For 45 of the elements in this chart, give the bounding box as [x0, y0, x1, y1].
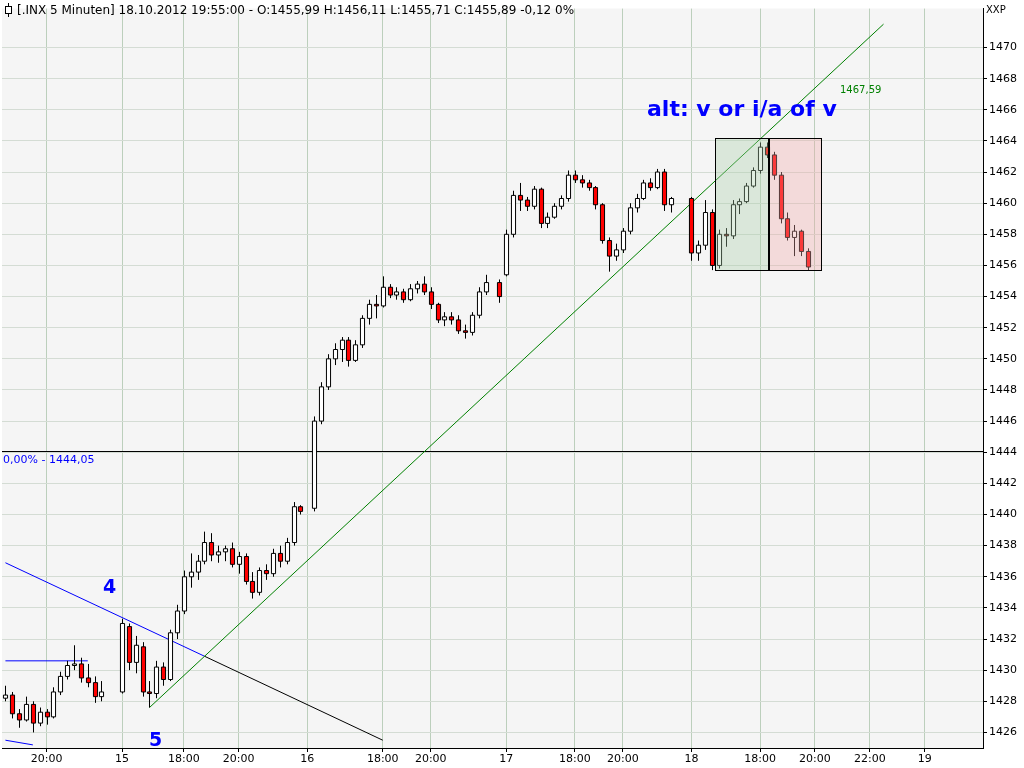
x-tick-label: 22:00	[853, 752, 886, 766]
y-tick-label: 1446	[989, 413, 1017, 427]
y-tick-label: 1448	[989, 382, 1017, 396]
x-tick-label: 15	[115, 752, 130, 766]
y-tick-label: 1444	[989, 445, 1017, 459]
y-tick-label: 1464	[989, 133, 1017, 147]
y-tick-label: 1440	[989, 507, 1017, 521]
y-tick-label: 1430	[989, 663, 1017, 677]
y-tick-label: 1432	[989, 631, 1017, 645]
y-tick-label: 1438	[989, 538, 1017, 552]
x-tick-label: 18:00	[744, 752, 776, 766]
x-tick-label: 18:00	[167, 752, 200, 766]
x-tick-label: 20:00	[414, 752, 447, 766]
text: XXP	[986, 4, 1006, 15]
x-tick-label: 18	[684, 752, 699, 766]
x-tick-label: 20:00	[222, 752, 255, 766]
y-tick-label: 1436	[989, 569, 1017, 583]
y-tick-label: 1428	[989, 694, 1017, 708]
y-tick-label: 1470	[989, 40, 1017, 54]
y-tick-label: 1434	[989, 600, 1017, 614]
annotation: 4	[103, 575, 117, 597]
y-tick-label: 1454	[989, 289, 1017, 303]
chart-title: [.INX 5 Minuten] 18.10.2012 19:55:00 - O:1455,99 H:1456,11 L:1455,71 C:1455,89 -0,12 0%	[17, 3, 575, 17]
x-tick-label: 20:00	[30, 752, 63, 766]
y-tick-label: 1450	[989, 351, 1017, 365]
y-tick-label: 1466	[989, 102, 1017, 116]
x-tick-label: 16	[300, 752, 315, 766]
x-tick-label: 20:00	[606, 752, 639, 766]
y-tick-label: 1452	[989, 320, 1017, 334]
x-tick-label: 18:00	[558, 752, 591, 766]
y-tick-label: 1456	[989, 258, 1017, 272]
x-tick-label: 18:00	[366, 752, 399, 766]
x-tick-label: 20:00	[799, 752, 831, 766]
y-tick-label: 1442	[989, 476, 1017, 490]
y-tick-label: 1458	[989, 227, 1017, 241]
x-tick-label: 17	[499, 752, 514, 766]
annotation: 5	[149, 728, 163, 750]
y-tick-label: 1468	[989, 71, 1017, 85]
annotation: alt: v or i/a of v	[647, 96, 837, 121]
x-tick-label: 19	[917, 752, 932, 766]
annotation: 1467,59	[840, 84, 882, 95]
annotation: 0,00% - 1444,05	[3, 453, 95, 467]
y-tick-label: 1426	[989, 725, 1017, 739]
y-tick-label: 1462	[989, 164, 1017, 178]
y-tick-label: 1460	[989, 196, 1017, 210]
